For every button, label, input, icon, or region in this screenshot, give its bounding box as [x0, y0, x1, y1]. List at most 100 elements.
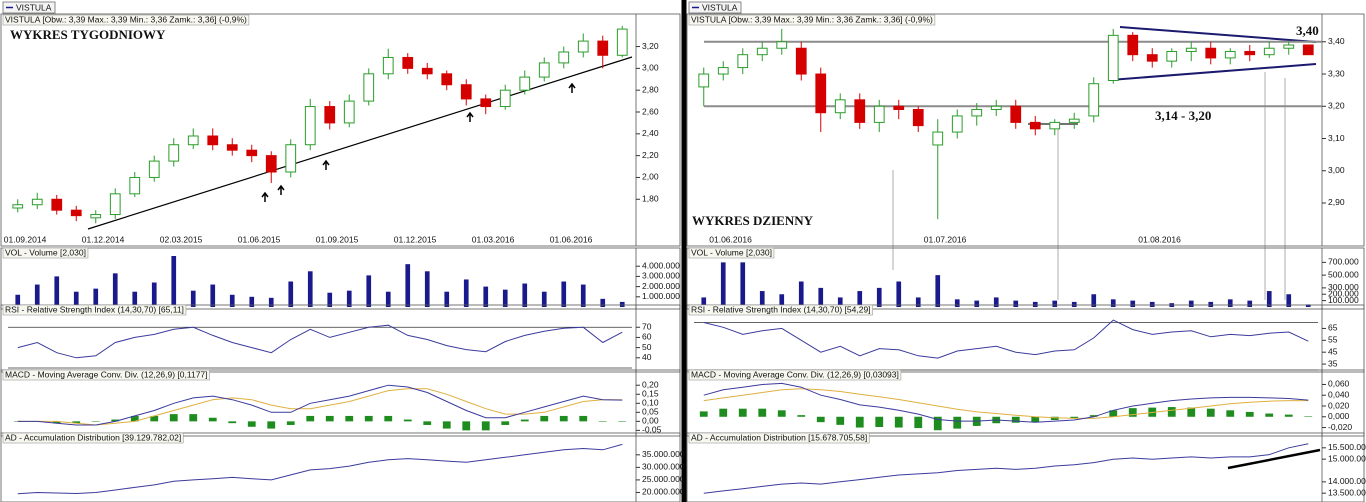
title-box [2, 432, 184, 444]
y-tick-label: 2,80 [642, 84, 659, 94]
bar [1266, 291, 1272, 307]
candle-body [265, 155, 277, 173]
histogram-bar [91, 421, 100, 422]
candle-body [873, 105, 885, 123]
candle-body [109, 193, 121, 216]
panel-title: VISTULA [Obw.: 3,39 Max.: 3,39 Min.: 3,3… [691, 14, 933, 24]
histogram-bar [481, 421, 490, 431]
y-tick-label: 700.000 [1328, 257, 1359, 267]
histogram-bar [1089, 415, 1098, 417]
histogram-bar [875, 416, 884, 427]
candle-body [893, 105, 905, 110]
panel-frame [686, 369, 1365, 437]
histogram-bar [797, 415, 806, 417]
panel-frame [686, 247, 1365, 310]
bar [740, 262, 746, 307]
y-tick-label: 0,020 [1328, 400, 1350, 410]
candle-body [402, 56, 414, 69]
y-tick-label: 60 [642, 332, 652, 342]
candle-body [558, 51, 570, 64]
histogram-bar [130, 415, 139, 422]
histogram-bar [855, 416, 864, 428]
bar [444, 291, 450, 307]
histogram-bar [442, 421, 451, 429]
y-tick-label: 65 [1328, 323, 1338, 333]
bar [249, 296, 255, 307]
histogram-bar [777, 410, 786, 417]
y-tick-label: 2,90 [1328, 197, 1345, 207]
histogram-bar [1304, 416, 1313, 417]
candle-body [538, 62, 550, 78]
histogram-bar [719, 408, 728, 417]
histogram-bar [816, 416, 825, 423]
histogram-bar [618, 421, 627, 422]
x-tick-label: 01.12.2014 [82, 234, 125, 244]
histogram-bar [1265, 413, 1274, 417]
candle-body [304, 106, 316, 146]
candle-body [207, 135, 219, 146]
histogram-bar [559, 415, 568, 422]
y-tick-label: 3,10 [1328, 133, 1345, 143]
candle-body [776, 41, 788, 49]
histogram-bar [462, 421, 471, 431]
annotation: 3,40 [1296, 23, 1319, 38]
x-tick-label: 01.06.2016 [550, 234, 593, 244]
panel-frame [0, 369, 681, 437]
histogram-bar [13, 421, 22, 422]
panel-title: RSI - Relative Strength Index (14,30,70)… [691, 304, 871, 314]
macd-line [703, 382, 1309, 423]
histogram-bar [208, 417, 217, 422]
candle-body [324, 106, 336, 124]
tab [2, 1, 56, 14]
candle-body [129, 176, 141, 195]
candle-body [226, 144, 238, 151]
panel-frame [0, 13, 681, 247]
candle-body [912, 108, 924, 127]
histogram-bar [150, 415, 159, 422]
tab [688, 1, 742, 14]
bar [171, 256, 177, 307]
y-tick-label: 0,00 [642, 416, 659, 426]
x-tick-label: 02.03.2015 [160, 234, 203, 244]
panel-frame [686, 304, 1365, 373]
title-box [688, 247, 775, 259]
y-tick-label: 0,000 [1328, 411, 1350, 421]
candle-body [1146, 54, 1158, 62]
candle-body [698, 73, 710, 88]
bar [857, 291, 863, 307]
y-tick-label: 2,60 [642, 106, 659, 116]
y-tick-label: -0,05 [642, 425, 662, 435]
triangle-lower [1109, 63, 1317, 81]
bar [935, 275, 941, 307]
candle-body [246, 149, 258, 157]
histogram-bar [758, 408, 767, 417]
y-tick-label: 0,10 [642, 398, 659, 408]
bar [1071, 301, 1077, 307]
bar [385, 291, 391, 307]
histogram-bar [189, 414, 198, 422]
y-tick-label: 55 [1328, 335, 1338, 345]
candle-body [737, 54, 749, 69]
candle-body [1088, 83, 1100, 117]
title-box [2, 369, 210, 381]
bar [288, 281, 294, 307]
candle-body [31, 198, 43, 206]
histogram-bar [1284, 414, 1293, 417]
candle-body [382, 56, 394, 75]
histogram-bar [286, 421, 295, 425]
y-tick-label: 15.500.000 [1328, 442, 1366, 452]
histogram-bar [953, 416, 962, 429]
candle-body [148, 160, 160, 178]
bar [561, 281, 567, 307]
histogram-bar [1226, 410, 1235, 417]
ad-trendline [1227, 448, 1321, 470]
candle-body [932, 131, 944, 146]
histogram-bar [1031, 416, 1040, 423]
candle-body [460, 84, 472, 100]
histogram-bar [894, 416, 903, 428]
y-tick-label: 13.500.000 [1328, 487, 1366, 497]
y-tick-label: 45 [1328, 346, 1338, 356]
candle-body [51, 198, 63, 211]
annotation: WYKRES DZIENNY [692, 213, 814, 228]
